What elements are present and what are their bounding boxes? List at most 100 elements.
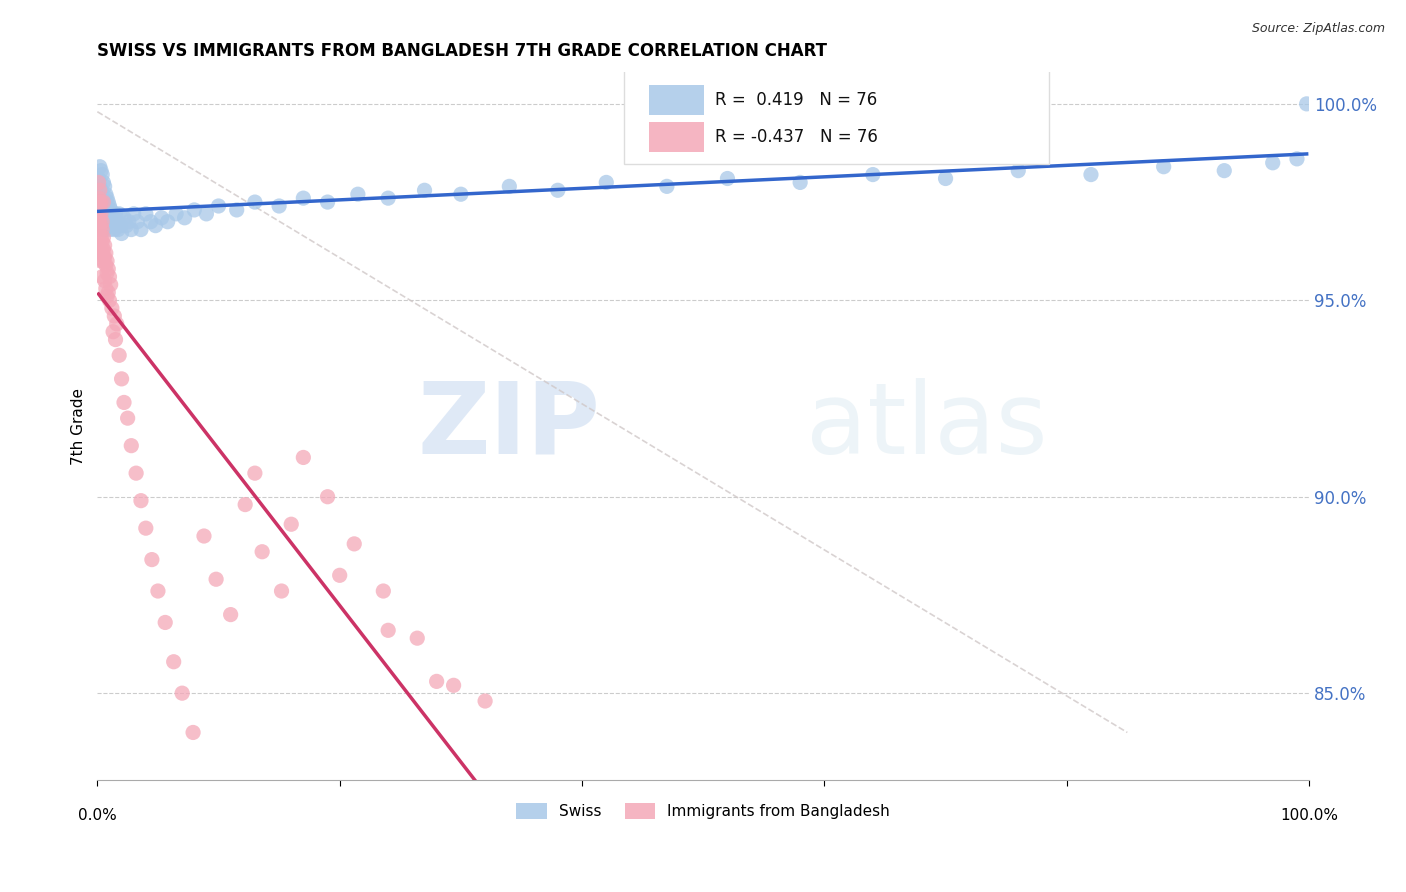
Point	[90, 195, 112, 210]
Point	[93, 274, 115, 288]
Point	[112, 211, 135, 225]
Point	[103, 309, 125, 323]
Point	[87, 171, 110, 186]
Point	[474, 694, 496, 708]
Point	[98, 222, 121, 236]
Point	[89, 195, 111, 210]
Point	[108, 348, 131, 362]
Point	[89, 195, 111, 210]
Point	[183, 202, 205, 217]
Point	[406, 631, 429, 645]
Point	[195, 207, 218, 221]
Point	[97, 261, 120, 276]
Point	[547, 183, 569, 197]
Point	[127, 215, 149, 229]
Point	[139, 215, 162, 229]
Text: Source: ZipAtlas.com: Source: ZipAtlas.com	[1251, 22, 1385, 36]
Point	[292, 191, 315, 205]
Point	[90, 207, 112, 221]
Point	[120, 439, 142, 453]
Point	[94, 207, 117, 221]
Point	[90, 183, 112, 197]
Point	[100, 202, 122, 217]
Text: ZIP: ZIP	[418, 377, 600, 475]
Point	[129, 222, 152, 236]
Point	[443, 678, 465, 692]
Point	[91, 222, 114, 236]
Point	[125, 466, 148, 480]
Point	[93, 230, 115, 244]
Point	[93, 215, 115, 229]
Point	[96, 266, 118, 280]
Point	[101, 207, 124, 221]
Point	[1007, 163, 1029, 178]
Point	[250, 545, 273, 559]
Text: R = -0.437   N = 76: R = -0.437 N = 76	[716, 128, 879, 145]
Point	[110, 372, 132, 386]
Point	[97, 195, 120, 210]
Point	[193, 529, 215, 543]
Legend: Swiss, Immigrants from Bangladesh: Swiss, Immigrants from Bangladesh	[510, 797, 896, 825]
Point	[87, 215, 110, 229]
Point	[89, 238, 111, 252]
Point	[1285, 152, 1308, 166]
Point	[89, 211, 111, 225]
Point	[110, 219, 132, 233]
Point	[172, 686, 194, 700]
Point	[93, 176, 115, 190]
Point	[105, 215, 128, 229]
Point	[93, 222, 115, 236]
Point	[90, 242, 112, 256]
Point	[373, 584, 395, 599]
FancyBboxPatch shape	[648, 85, 704, 115]
Point	[94, 187, 117, 202]
Point	[89, 222, 111, 236]
Point	[145, 219, 167, 233]
Point	[135, 207, 157, 221]
Point	[96, 191, 118, 205]
Point	[118, 215, 141, 229]
Point	[87, 176, 110, 190]
Point	[269, 199, 291, 213]
Point	[498, 179, 520, 194]
Point	[716, 171, 738, 186]
Point	[91, 215, 114, 229]
Point	[233, 498, 256, 512]
Text: 0.0%: 0.0%	[77, 808, 117, 823]
Point	[87, 191, 110, 205]
Point	[120, 222, 142, 236]
Point	[156, 215, 179, 229]
Point	[90, 254, 112, 268]
Point	[91, 235, 114, 249]
Point	[98, 293, 121, 308]
Point	[280, 517, 302, 532]
Point	[207, 199, 229, 213]
Point	[205, 572, 228, 586]
Text: SWISS VS IMMIGRANTS FROM BANGLADESH 7TH GRADE CORRELATION CHART: SWISS VS IMMIGRANTS FROM BANGLADESH 7TH …	[97, 42, 827, 60]
Point	[329, 568, 352, 582]
Point	[165, 207, 187, 221]
Point	[450, 187, 472, 202]
Point	[97, 219, 120, 233]
Point	[93, 179, 115, 194]
Point	[1295, 96, 1317, 111]
Point	[97, 285, 120, 300]
Point	[1213, 163, 1236, 178]
Point	[377, 191, 399, 205]
Point	[89, 160, 111, 174]
Point	[98, 199, 121, 213]
Point	[98, 269, 121, 284]
Point	[89, 199, 111, 213]
Point	[101, 325, 124, 339]
Point	[155, 615, 177, 630]
Point	[107, 222, 129, 236]
Point	[91, 187, 114, 202]
Point	[129, 493, 152, 508]
Point	[104, 333, 127, 347]
Point	[112, 395, 135, 409]
Point	[87, 202, 110, 217]
Point	[115, 219, 138, 233]
Point	[117, 411, 139, 425]
Text: atlas: atlas	[806, 377, 1047, 475]
Point	[135, 521, 157, 535]
